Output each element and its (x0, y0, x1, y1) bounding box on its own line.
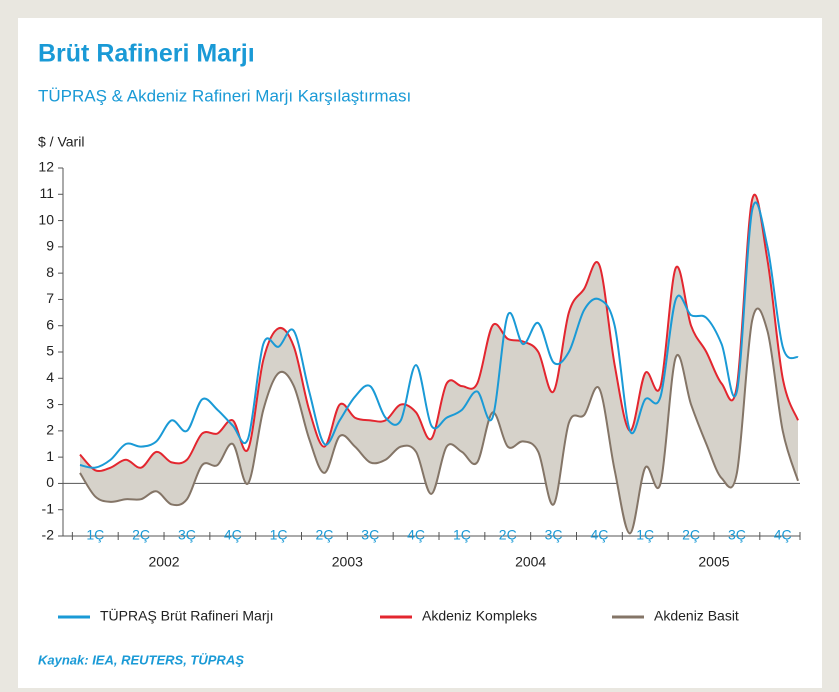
y-tick-label: 1 (46, 448, 54, 464)
y-tick-label: 6 (46, 316, 54, 332)
year-label: 2003 (332, 554, 363, 570)
line (79, 307, 799, 535)
y-tick-label: -2 (42, 527, 55, 543)
x-tick-label: 1Ç (86, 527, 104, 543)
x-tick-label: 3Ç (545, 527, 563, 543)
x-tick-label: 4Ç (774, 527, 792, 543)
y-tick-label: 10 (38, 211, 54, 227)
year-label: 2005 (698, 554, 729, 570)
x-tick-label: 1Ç (636, 527, 654, 543)
x-tick-label: 4Ç (407, 527, 425, 543)
y-tick-label: 3 (46, 395, 54, 411)
chart-subtitle: TÜPRAŞ & Akdeniz Rafineri Marjı Karşılaş… (38, 86, 411, 105)
x-tick-label: 1Ç (453, 527, 471, 543)
y-tick-label: 7 (46, 290, 54, 306)
x-tick-label: 4Ç (224, 527, 242, 543)
x-tick-label: 4Ç (590, 527, 608, 543)
y-tick-label: 5 (46, 343, 54, 359)
legend-label: TÜPRAŞ Brüt Rafineri Marjı (100, 607, 273, 624)
x-tick-label: 2Ç (682, 527, 700, 543)
y-axis-label: $ / Varil (38, 134, 84, 150)
line (79, 193, 799, 473)
y-tick-label: 11 (39, 185, 54, 201)
y-tick-label: 8 (46, 264, 54, 280)
x-tick-label: 1Ç (270, 527, 288, 543)
y-tick-label: 12 (38, 159, 54, 175)
chart-title: Brüt Rafineri Marjı (38, 40, 255, 68)
year-label: 2002 (148, 554, 179, 570)
y-tick-label: 0 (46, 474, 54, 490)
x-tick-label: 2Ç (132, 527, 150, 543)
x-tick-label: 2Ç (315, 527, 333, 543)
y-tick-label: 2 (46, 422, 54, 438)
line (79, 201, 799, 469)
legend-label: Akdeniz Basit (654, 608, 739, 624)
x-tick-label: 3Ç (728, 527, 746, 543)
source: Kaynak: IEA, REUTERS, TÜPRAŞ (38, 652, 244, 667)
y-tick-label: -1 (42, 500, 55, 516)
band-fill (80, 194, 798, 534)
y-tick-label: 9 (46, 238, 54, 254)
legend-label: Akdeniz Kompleks (422, 608, 537, 624)
x-tick-label: 3Ç (361, 527, 379, 543)
x-tick-label: 2Ç (499, 527, 517, 543)
year-label: 2004 (515, 554, 546, 570)
x-tick-label: 3Ç (178, 527, 196, 543)
y-tick-label: 4 (46, 369, 54, 385)
